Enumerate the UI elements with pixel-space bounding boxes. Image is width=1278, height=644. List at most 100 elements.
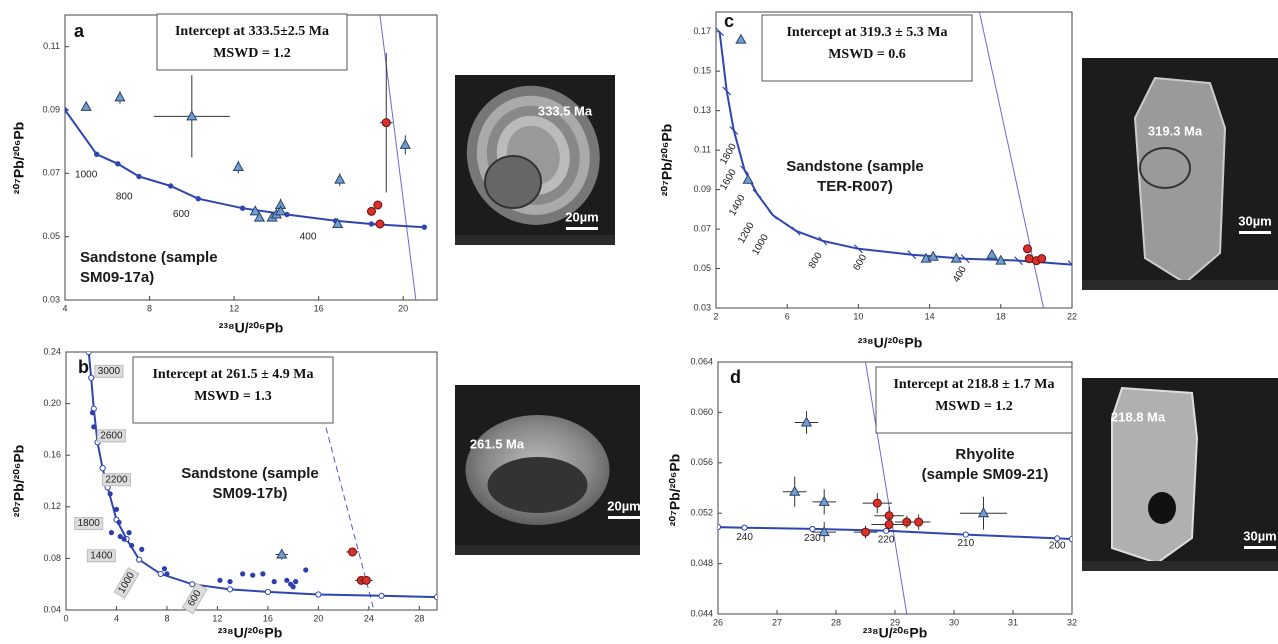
data-point bbox=[108, 530, 115, 536]
intercept-box bbox=[875, 366, 1073, 434]
data-point bbox=[164, 571, 170, 577]
concordia-node bbox=[226, 586, 234, 593]
data-point bbox=[789, 485, 801, 496]
intercept-text: Intercept at 218.8 ± 1.7 Ma bbox=[893, 377, 1054, 392]
data-point bbox=[884, 520, 894, 530]
cl-image: 218.8 Ma 30µm bbox=[1082, 378, 1278, 571]
mswd-text: MSWD = 0.6 bbox=[828, 47, 906, 62]
cl-image: 333.5 Ma 20µm bbox=[455, 75, 615, 245]
concordia-node bbox=[378, 592, 385, 599]
x-tick-label: 16 bbox=[314, 303, 324, 313]
image-age: 333.5 Ma bbox=[538, 103, 593, 118]
mswd-text: MSWD = 1.3 bbox=[194, 389, 272, 404]
age-label: 1600 bbox=[718, 167, 739, 192]
data-point bbox=[800, 416, 813, 427]
y-tick-label: 0.24 bbox=[43, 346, 61, 356]
age-label-group: 230 bbox=[804, 533, 821, 544]
scale-bar bbox=[1244, 546, 1276, 549]
data-point bbox=[284, 577, 290, 583]
intercept-text: Intercept at 333.5±2.5 Ma bbox=[175, 24, 329, 39]
data-point bbox=[375, 219, 385, 229]
y-tick-label: 0.07 bbox=[42, 168, 60, 178]
data-point bbox=[872, 498, 882, 508]
concordia-node bbox=[99, 465, 106, 472]
scale-label: 30µm bbox=[1243, 528, 1277, 543]
panel-letter: a bbox=[74, 21, 85, 41]
panel: 0 4 8 12 16 20 24 28 0.04 0.08 0.12 0.16 0.20 0.24 ²³⁸… bbox=[11, 346, 641, 640]
concordia-node bbox=[88, 374, 95, 381]
x-tick-label: 6 bbox=[785, 311, 790, 321]
age-label: 600 bbox=[173, 209, 190, 220]
y-axis-label: ²⁰⁷Pb/²⁰⁶Pb bbox=[11, 122, 27, 194]
y-axis-label: ²⁰⁷Pb/²⁰⁶Pb bbox=[11, 445, 27, 517]
data-point bbox=[288, 581, 294, 587]
y-tick-label: 0.15 bbox=[693, 66, 711, 76]
scale-bar bbox=[1239, 231, 1271, 234]
concordia-node bbox=[195, 195, 201, 202]
x-tick-label: 8 bbox=[147, 303, 152, 313]
scale-bar bbox=[566, 227, 598, 230]
y-tick-label: 0.060 bbox=[690, 407, 713, 417]
data-point bbox=[1023, 244, 1032, 254]
x-axis-label: ²³⁸U/²⁰⁶Pb bbox=[218, 625, 283, 641]
age-label-group: 800 bbox=[807, 250, 825, 270]
concordia-node bbox=[809, 525, 816, 533]
concordia-node bbox=[239, 205, 246, 211]
cl-image: 261.5 Ma 20µm bbox=[455, 385, 641, 555]
y-tick-label: 0.056 bbox=[690, 457, 713, 467]
data-point bbox=[334, 173, 346, 184]
data-point bbox=[186, 110, 198, 121]
age-label-group: 1200 bbox=[736, 220, 757, 245]
panel: 26 27 28 29 30 31 32 0.044 0.048 0.052 0.056 0.060 0… bbox=[667, 356, 1278, 641]
y-tick-label: 0.11 bbox=[694, 145, 711, 155]
data-point bbox=[114, 91, 126, 102]
age-label-group: 400 bbox=[300, 231, 317, 242]
age-label: 1800 bbox=[78, 518, 101, 529]
y-tick-label: 0.09 bbox=[693, 184, 711, 194]
data-point bbox=[250, 572, 256, 578]
age-label-group: 1000 bbox=[750, 232, 771, 257]
age-label-group: 1800 bbox=[74, 517, 104, 531]
age-label: 1400 bbox=[727, 193, 748, 218]
x-tick-label: 8 bbox=[164, 613, 169, 623]
scale-label: 30µm bbox=[1238, 213, 1272, 228]
y-tick-label: 0.05 bbox=[693, 263, 711, 273]
age-label-group: 3000 bbox=[94, 364, 124, 378]
grain-core bbox=[487, 457, 588, 513]
age-label: 400 bbox=[951, 264, 969, 284]
age-label-group: 200 bbox=[1049, 541, 1066, 552]
y-tick-label: 0.04 bbox=[43, 604, 61, 614]
data-point bbox=[293, 579, 299, 585]
concordia-node bbox=[1014, 256, 1024, 266]
data-point bbox=[129, 542, 135, 549]
concordia-node bbox=[962, 531, 969, 538]
age-label: 400 bbox=[300, 231, 317, 242]
x-tick-label: 28 bbox=[414, 613, 424, 623]
data-point bbox=[121, 536, 127, 542]
age-label-box bbox=[86, 549, 116, 563]
age-label-group: 220 bbox=[878, 534, 895, 545]
concordia-node bbox=[433, 594, 437, 601]
data-point bbox=[303, 567, 309, 573]
age-label: 1200 bbox=[736, 220, 757, 245]
age-label: 3000 bbox=[98, 366, 121, 377]
image-footer bbox=[1082, 561, 1278, 571]
age-label-box bbox=[101, 473, 131, 487]
panel-letter: b bbox=[78, 357, 89, 377]
sample-label: Sandstone (sample bbox=[80, 249, 218, 266]
grain bbox=[1111, 386, 1199, 565]
x-tick-label: 32 bbox=[1067, 617, 1077, 627]
discordia-line bbox=[865, 362, 908, 614]
sample-label: SM09-17b) bbox=[212, 485, 287, 502]
data-point bbox=[139, 546, 145, 552]
intercept-text: Intercept at 319.3 ± 5.3 Ma bbox=[786, 25, 947, 40]
concordia-node bbox=[85, 352, 92, 356]
age-label-box bbox=[113, 567, 140, 599]
age-label-box bbox=[94, 364, 124, 378]
concordia-node bbox=[136, 173, 142, 180]
y-tick-label: 0.08 bbox=[43, 553, 61, 563]
concordia-node bbox=[768, 210, 778, 220]
concordia-node bbox=[421, 224, 428, 230]
age-label-group: 1400 bbox=[727, 193, 748, 218]
x-tick-label: 27 bbox=[772, 617, 782, 627]
